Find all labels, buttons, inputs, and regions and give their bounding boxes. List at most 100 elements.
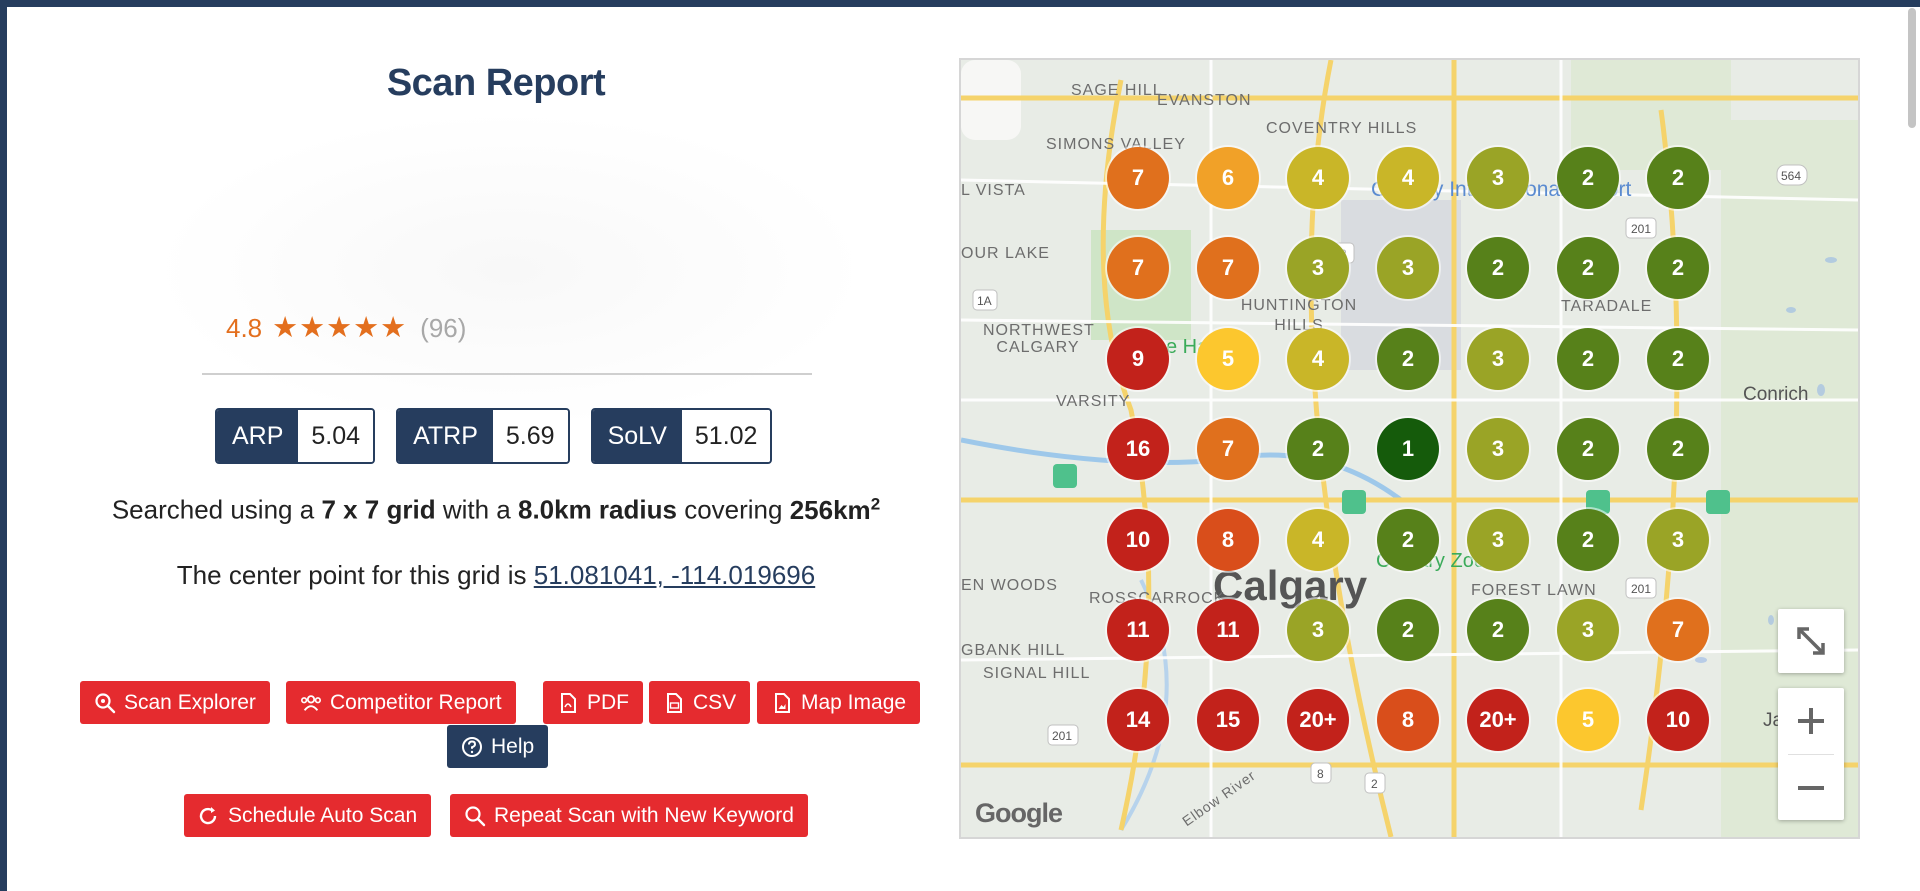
faded-logo-watermark xyxy=(150,110,870,430)
zoom-divider xyxy=(1788,754,1834,755)
map-label: EVANSTON xyxy=(1157,92,1252,109)
page-title: Scan Report xyxy=(386,62,606,104)
center-point-text: The center point for this grid is 51.081… xyxy=(176,560,816,590)
star-icon: ★ xyxy=(380,311,407,344)
rank-marker[interactable]: 11 xyxy=(1197,599,1259,661)
star-icon: ★ xyxy=(299,311,326,344)
rank-marker[interactable]: 11 xyxy=(1107,599,1169,661)
rank-marker[interactable]: 3 xyxy=(1287,237,1349,300)
rank-marker[interactable]: 4 xyxy=(1287,327,1349,390)
svg-text:201: 201 xyxy=(1631,582,1651,596)
rank-marker[interactable]: 15 xyxy=(1197,689,1259,752)
map-label: OUR LAKE xyxy=(961,245,1050,262)
rank-marker[interactable]: 2 xyxy=(1647,418,1709,481)
rank-marker[interactable]: 4 xyxy=(1287,147,1349,209)
search-info-text: Searched using a 7 x 7 grid with a 8.0km… xyxy=(111,494,881,525)
users-icon xyxy=(300,692,322,714)
csv-button[interactable]: CSV xyxy=(649,681,751,724)
rank-marker[interactable]: 2 xyxy=(1647,147,1709,209)
rank-marker[interactable]: 5 xyxy=(1557,689,1619,752)
rank-marker[interactable]: 3 xyxy=(1287,599,1349,661)
rank-grid-map[interactable]: 2 201 564 1A 201 201 8 2 SAGE HILL EVANS… xyxy=(959,58,1860,839)
plus-icon xyxy=(1798,708,1824,734)
pdf-button[interactable]: PDF xyxy=(543,681,643,724)
rank-marker[interactable]: 2 xyxy=(1287,418,1349,481)
question-circle-icon xyxy=(461,736,483,758)
rank-marker[interactable]: 2 xyxy=(1557,147,1619,209)
map-label: VARSITY xyxy=(1056,393,1131,410)
rank-marker[interactable]: 2 xyxy=(1647,237,1709,300)
rank-marker[interactable]: 5 xyxy=(1197,327,1259,390)
rank-marker[interactable]: 2 xyxy=(1467,237,1529,300)
zoom-out-button[interactable] xyxy=(1778,755,1844,820)
rank-marker[interactable]: 7 xyxy=(1197,418,1259,481)
rank-marker[interactable]: 9 xyxy=(1107,327,1169,390)
rank-marker[interactable]: 2 xyxy=(1557,508,1619,571)
rank-marker[interactable]: 10 xyxy=(1107,508,1169,571)
rank-marker[interactable]: 2 xyxy=(1557,237,1619,300)
rank-marker[interactable]: 3 xyxy=(1377,237,1439,300)
rank-marker[interactable]: 2 xyxy=(1647,327,1709,390)
rank-marker[interactable]: 2 xyxy=(1377,327,1439,390)
help-button[interactable]: Help xyxy=(447,725,549,768)
map-label: L VISTA xyxy=(961,182,1026,199)
metric-value: 51.02 xyxy=(681,410,771,462)
rank-marker[interactable]: 20+ xyxy=(1467,689,1529,752)
map-image-button[interactable]: Map Image xyxy=(757,681,921,724)
divider xyxy=(202,373,812,375)
metric-solv: SoLV 51.02 xyxy=(590,408,773,464)
rank-marker[interactable]: 20+ xyxy=(1287,689,1349,752)
rank-marker[interactable]: 7 xyxy=(1107,237,1169,300)
file-csv-icon xyxy=(663,692,685,714)
rank-marker[interactable]: 3 xyxy=(1467,418,1529,481)
grid-area: 256km2 xyxy=(789,494,881,525)
zoom-controls xyxy=(1778,688,1844,820)
rank-marker[interactable]: 8 xyxy=(1197,508,1259,571)
metric-label: ATRP xyxy=(398,410,493,462)
star-rating-icons: ★ ★ ★ ★ ★ xyxy=(272,311,407,344)
map-label: SIGNAL HILL xyxy=(983,665,1091,682)
repeat-scan-button[interactable]: Repeat Scan with New Keyword xyxy=(450,794,808,837)
rank-marker[interactable]: 4 xyxy=(1377,147,1439,209)
svg-text:201: 201 xyxy=(1052,729,1072,743)
rank-marker[interactable]: 3 xyxy=(1647,508,1709,571)
scan-explorer-button[interactable]: Scan Explorer xyxy=(80,681,270,724)
rank-marker[interactable]: 1 xyxy=(1377,418,1439,481)
rank-marker[interactable]: 8 xyxy=(1377,689,1439,752)
metric-arp: ARP 5.04 xyxy=(215,408,376,464)
rank-marker[interactable]: 14 xyxy=(1107,689,1169,752)
zoom-in-button[interactable] xyxy=(1778,688,1844,754)
metric-atrp: ATRP 5.69 xyxy=(396,408,570,464)
minus-icon xyxy=(1798,785,1824,790)
rank-marker[interactable]: 7 xyxy=(1107,147,1169,209)
rank-marker[interactable]: 3 xyxy=(1467,147,1529,209)
rank-marker[interactable]: 7 xyxy=(1647,599,1709,661)
fullscreen-button[interactable] xyxy=(1778,609,1844,673)
map-label: HUNTINGTON HILLS xyxy=(1240,297,1358,334)
map-label: EN WOODS xyxy=(961,577,1058,594)
rank-marker[interactable]: 2 xyxy=(1557,418,1619,481)
competitor-report-button[interactable]: Competitor Report xyxy=(286,681,516,724)
expand-icon xyxy=(1797,627,1825,655)
top-border xyxy=(0,0,1920,7)
center-coordinates-link[interactable]: 51.081041, -114.019696 xyxy=(533,560,816,590)
svg-text:1A: 1A xyxy=(977,294,992,308)
rank-marker[interactable]: 2 xyxy=(1557,327,1619,390)
schedule-auto-scan-button[interactable]: Schedule Auto Scan xyxy=(184,794,432,837)
rank-marker[interactable]: 3 xyxy=(1467,508,1529,571)
rank-marker[interactable]: 10 xyxy=(1647,689,1709,752)
rank-marker[interactable]: 2 xyxy=(1467,599,1529,661)
rank-marker[interactable]: 16 xyxy=(1107,418,1169,481)
rank-marker[interactable]: 4 xyxy=(1287,508,1349,571)
rank-marker[interactable]: 6 xyxy=(1197,147,1259,209)
rank-marker[interactable]: 7 xyxy=(1197,237,1259,300)
metric-label: ARP xyxy=(217,410,299,462)
page-scrollbar[interactable] xyxy=(1908,8,1916,128)
star-icon: ★ xyxy=(353,311,380,344)
star-icon: ★ xyxy=(272,311,299,344)
rank-marker[interactable]: 3 xyxy=(1467,327,1529,390)
star-icon: ★ xyxy=(326,311,353,344)
rank-marker[interactable]: 2 xyxy=(1377,508,1439,571)
rank-marker[interactable]: 3 xyxy=(1557,599,1619,661)
rank-marker[interactable]: 2 xyxy=(1377,599,1439,661)
